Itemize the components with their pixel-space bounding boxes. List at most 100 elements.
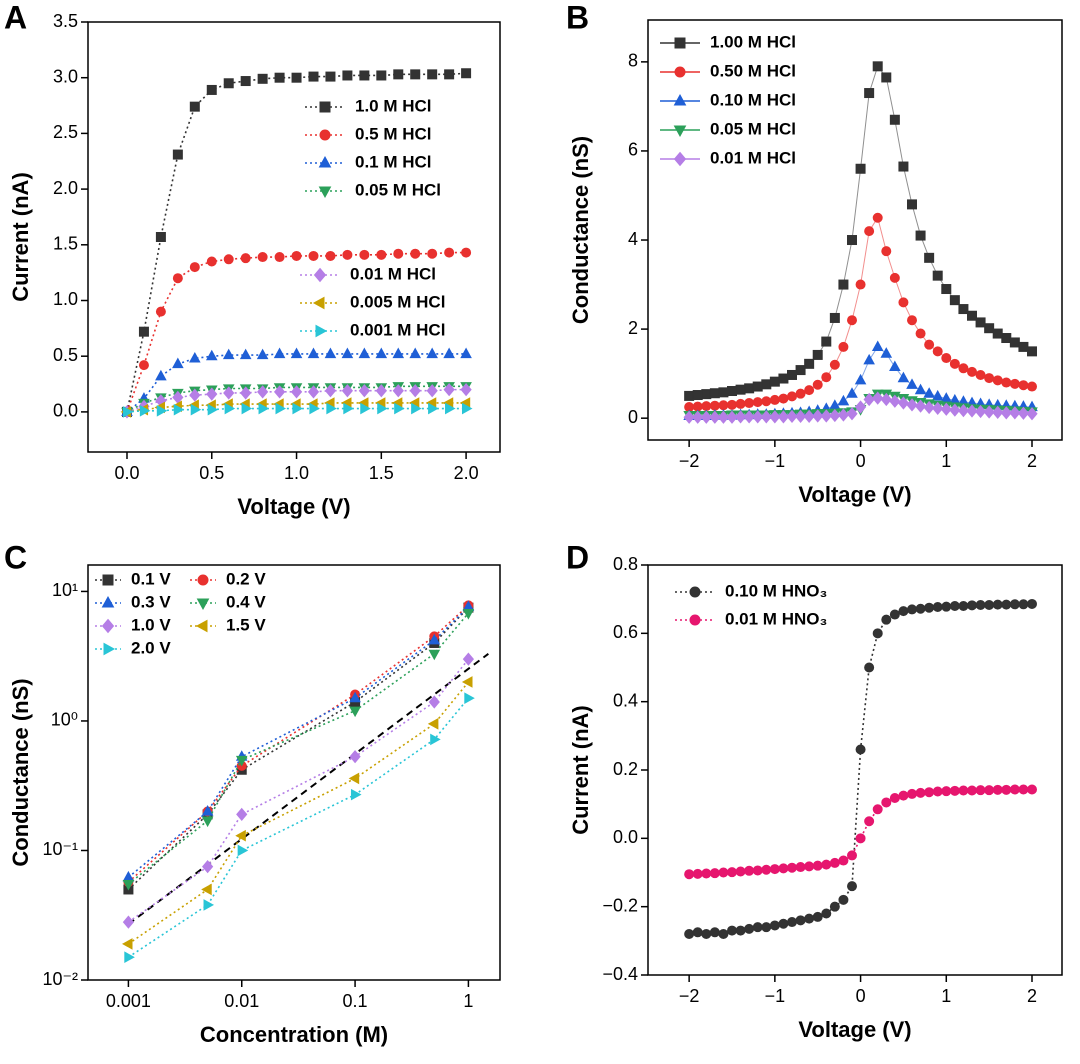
data-point: [718, 400, 729, 411]
data-point: [189, 388, 201, 402]
data-point: [752, 381, 763, 392]
data-point: [256, 348, 269, 360]
y-axis-label: Conductance (nS): [568, 136, 593, 324]
data-point: [974, 404, 987, 419]
data-point: [189, 262, 200, 273]
x-tick-label: 0.1: [343, 991, 368, 1011]
data-point: [275, 402, 287, 415]
data-point: [426, 347, 438, 359]
data-point: [257, 73, 268, 84]
legend-label: 2.0 V: [131, 638, 171, 657]
data-point: [881, 614, 892, 625]
data-point: [761, 379, 772, 390]
legend-marker: [319, 129, 331, 141]
data-point: [812, 911, 823, 922]
data-point: [1018, 341, 1029, 352]
data-point: [376, 70, 387, 81]
y-tick-label: 10⁻²: [42, 969, 78, 989]
data-point: [308, 71, 319, 82]
legend-label: 0.10 M HCl: [710, 90, 796, 109]
data-point: [291, 250, 302, 261]
data-point: [155, 306, 166, 317]
data-point: [462, 652, 475, 666]
data-point: [837, 394, 850, 406]
x-tick-label: 0.001: [106, 991, 151, 1011]
legend-marker: [319, 101, 331, 113]
data-point: [881, 246, 892, 257]
legend-marker: [101, 618, 115, 634]
data-point: [201, 883, 212, 896]
data-point: [907, 604, 917, 615]
data-point: [992, 375, 1003, 386]
data-point: [975, 369, 986, 380]
data-point: [915, 787, 926, 798]
legend-label: 0.05 M HCl: [710, 119, 796, 138]
data-point: [684, 869, 695, 880]
data-point: [880, 347, 893, 358]
x-tick-label: 2.0: [454, 463, 479, 483]
data-point: [760, 410, 772, 424]
data-point: [236, 807, 248, 821]
data-point: [897, 396, 910, 410]
y-axis-label: Current (nA): [8, 172, 33, 302]
data-point: [924, 787, 935, 798]
legend-marker: [315, 324, 328, 338]
legend-label: 0.005 M HCl: [350, 292, 445, 311]
x-axis-label: Voltage (V): [237, 494, 350, 519]
data-point: [1001, 599, 1012, 610]
legend-label: 0.4 V: [226, 592, 266, 611]
data-point: [898, 606, 909, 617]
data-point: [709, 410, 721, 424]
data-point: [701, 929, 712, 939]
data-point: [872, 61, 883, 72]
data-point: [290, 385, 303, 399]
data-point: [376, 249, 387, 260]
data-point: [692, 410, 704, 424]
data-point: [897, 371, 910, 383]
data-point: [202, 860, 214, 874]
y-tick-label: 10⁻¹: [42, 839, 78, 859]
data-point: [821, 908, 832, 919]
series-line: [126, 385, 467, 413]
y-tick-label: 10¹: [52, 580, 78, 600]
data-point: [359, 70, 370, 81]
data-point: [854, 400, 867, 414]
data-point: [941, 284, 952, 295]
data-point: [837, 408, 850, 422]
data-point: [958, 785, 969, 796]
legend-label: 0.001 M HCl: [350, 320, 445, 339]
data-point: [847, 850, 857, 861]
data-point: [1009, 378, 1020, 389]
data-point: [949, 785, 960, 796]
data-point: [838, 855, 849, 866]
data-point: [949, 358, 960, 369]
data-point: [734, 410, 747, 424]
y-tick-label: 0.8: [613, 554, 638, 574]
legend-marker: [689, 586, 701, 598]
data-point: [787, 917, 797, 928]
data-point: [863, 353, 875, 365]
legend-label: 0.01 M HNO₃: [725, 609, 827, 628]
y-tick-label: 0.0: [53, 401, 78, 421]
data-point: [846, 407, 858, 421]
data-point: [923, 387, 935, 398]
data-point: [462, 609, 475, 620]
data-point: [967, 310, 977, 321]
data-point: [735, 384, 746, 395]
data-point: [1026, 407, 1038, 421]
y-tick-label: 0.0: [613, 827, 638, 847]
x-tick-label: 1: [463, 991, 473, 1011]
data-point: [958, 601, 969, 611]
data-point: [156, 404, 168, 417]
data-point: [223, 386, 235, 400]
legend-marker: [673, 125, 687, 138]
data-point: [1000, 406, 1012, 420]
data-point: [871, 340, 884, 352]
data-point: [359, 249, 370, 260]
data-point: [709, 388, 720, 399]
data-point: [967, 600, 977, 611]
data-point: [949, 601, 960, 611]
data-point: [443, 347, 455, 359]
data-point: [838, 894, 849, 905]
